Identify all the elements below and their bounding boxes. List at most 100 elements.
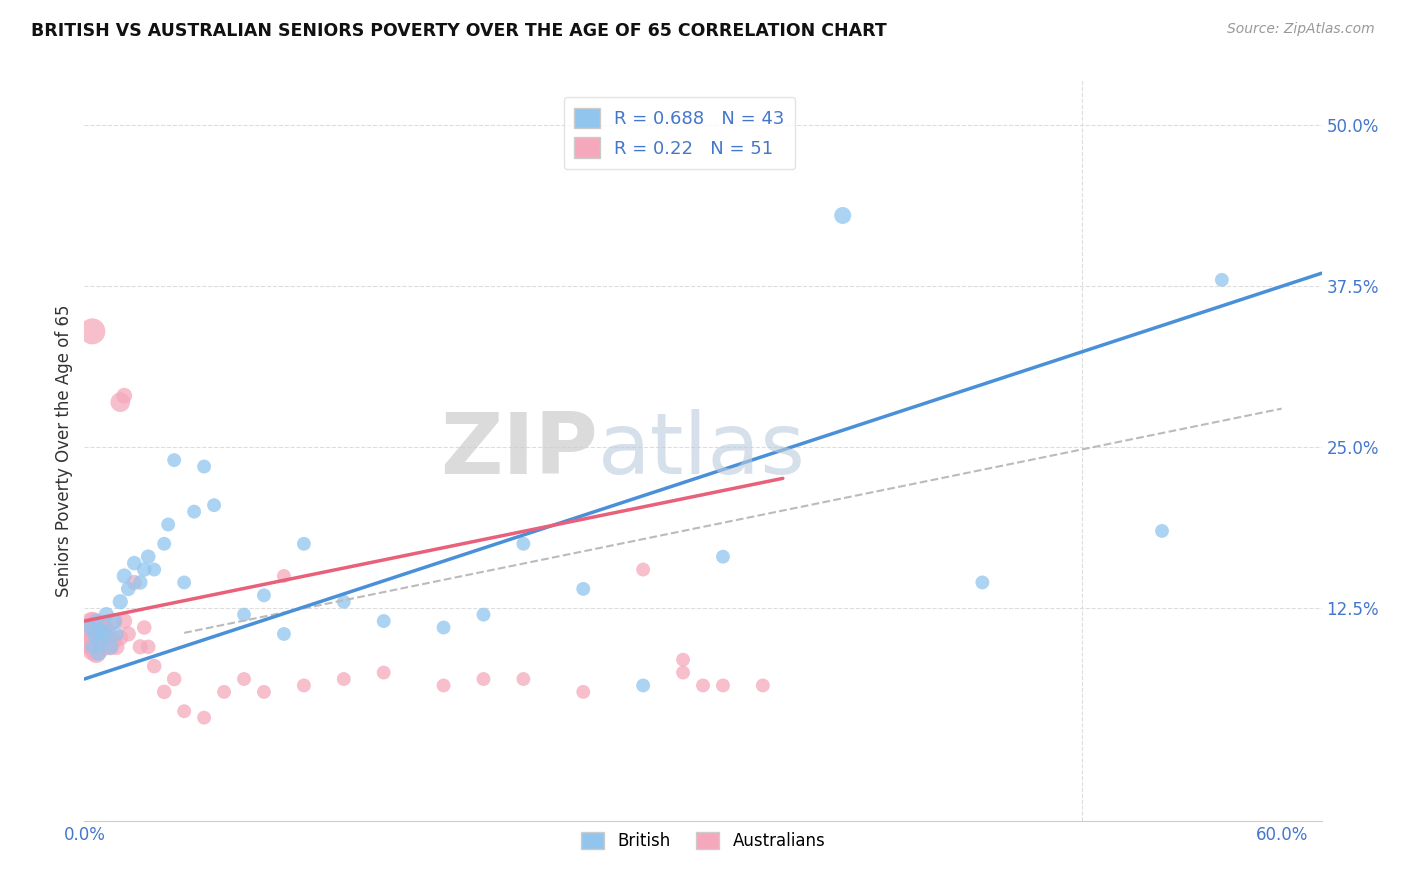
Point	[572, 685, 595, 699]
Point	[273, 569, 295, 583]
Point	[83, 640, 105, 654]
Point	[112, 614, 135, 628]
Point	[292, 678, 315, 692]
Point	[672, 665, 695, 680]
Point	[432, 620, 454, 634]
Point	[87, 623, 110, 637]
Text: BRITISH VS AUSTRALIAN SENIORS POVERTY OVER THE AGE OF 65 CORRELATION CHART: BRITISH VS AUSTRALIAN SENIORS POVERTY OV…	[31, 22, 887, 40]
Point	[163, 453, 186, 467]
Point	[83, 627, 105, 641]
Point	[711, 678, 734, 692]
Point	[136, 640, 159, 654]
Point	[87, 633, 110, 648]
Point	[89, 618, 111, 632]
Point	[193, 711, 215, 725]
Point	[292, 537, 315, 551]
Point	[91, 623, 114, 637]
Point	[79, 640, 101, 654]
Point	[87, 646, 110, 660]
Point	[122, 575, 145, 590]
Point	[89, 633, 111, 648]
Point	[105, 627, 128, 641]
Point	[83, 627, 105, 641]
Point	[752, 678, 775, 692]
Point	[83, 640, 105, 654]
Point	[512, 672, 534, 686]
Point	[110, 395, 132, 409]
Y-axis label: Seniors Poverty Over the Age of 65: Seniors Poverty Over the Age of 65	[55, 304, 73, 597]
Point	[103, 614, 125, 628]
Point	[98, 640, 121, 654]
Point	[91, 627, 114, 641]
Point	[472, 607, 495, 622]
Point	[129, 640, 152, 654]
Point	[89, 631, 111, 645]
Point	[89, 636, 111, 650]
Point	[512, 537, 534, 551]
Point	[333, 672, 356, 686]
Point	[333, 595, 356, 609]
Point	[82, 324, 104, 338]
Point	[711, 549, 734, 564]
Point	[96, 607, 118, 622]
Point	[1211, 273, 1233, 287]
Point	[83, 620, 105, 634]
Point	[373, 614, 395, 628]
Point	[692, 678, 714, 692]
Point	[83, 627, 105, 641]
Point	[253, 588, 276, 602]
Point	[86, 646, 108, 660]
Point	[153, 537, 176, 551]
Point	[136, 549, 159, 564]
Point	[212, 685, 235, 699]
Point	[193, 459, 215, 474]
Point	[97, 627, 120, 641]
Point	[831, 209, 853, 223]
Point	[233, 607, 256, 622]
Point	[122, 556, 145, 570]
Point	[972, 575, 994, 590]
Point	[134, 563, 156, 577]
Point	[143, 563, 166, 577]
Point	[105, 640, 128, 654]
Point	[77, 633, 100, 648]
Point	[173, 704, 195, 718]
Point	[202, 498, 225, 512]
Text: atlas: atlas	[598, 409, 806, 492]
Point	[82, 640, 104, 654]
Point	[86, 614, 108, 628]
Point	[112, 389, 135, 403]
Point	[117, 627, 139, 641]
Point	[86, 640, 108, 654]
Point	[143, 659, 166, 673]
Point	[163, 672, 186, 686]
Point	[82, 633, 104, 648]
Point	[129, 575, 152, 590]
Point	[572, 582, 595, 596]
Point	[93, 627, 115, 641]
Point	[82, 614, 104, 628]
Point	[273, 627, 295, 641]
Point	[112, 569, 135, 583]
Point	[173, 575, 195, 590]
Point	[79, 620, 101, 634]
Point	[87, 636, 110, 650]
Point	[157, 517, 180, 532]
Point	[98, 640, 121, 654]
Point	[79, 623, 101, 637]
Point	[96, 633, 118, 648]
Point	[183, 505, 205, 519]
Point	[103, 614, 125, 628]
Point	[93, 640, 115, 654]
Point	[86, 633, 108, 648]
Point	[82, 627, 104, 641]
Point	[432, 678, 454, 692]
Point	[82, 618, 104, 632]
Point	[86, 620, 108, 634]
Point	[103, 633, 125, 648]
Point	[631, 678, 654, 692]
Point	[1150, 524, 1173, 538]
Text: ZIP: ZIP	[440, 409, 598, 492]
Point	[631, 563, 654, 577]
Point	[93, 620, 115, 634]
